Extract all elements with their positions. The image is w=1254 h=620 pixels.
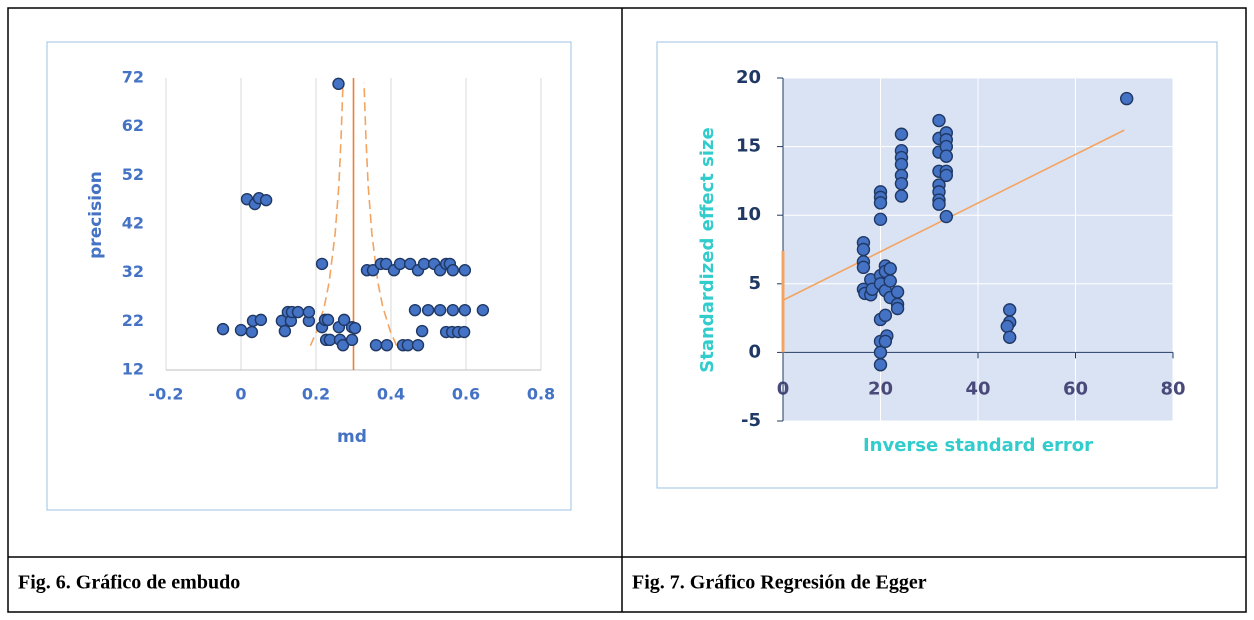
x-tick-label: 20 bbox=[868, 378, 893, 399]
point bbox=[401, 338, 415, 352]
chart-frame bbox=[46, 41, 572, 511]
y-axis-title: precision bbox=[86, 171, 106, 259]
point bbox=[939, 149, 954, 163]
x-tick-label: 80 bbox=[1160, 378, 1185, 399]
x-axis-title: md bbox=[337, 427, 367, 447]
point bbox=[1000, 319, 1014, 334]
point bbox=[446, 303, 460, 317]
point bbox=[873, 212, 888, 227]
y-tick-label: 22 bbox=[122, 311, 144, 330]
point bbox=[403, 257, 417, 271]
y-tick-label: 42 bbox=[122, 214, 144, 233]
point bbox=[856, 260, 871, 275]
point bbox=[421, 303, 435, 317]
point bbox=[417, 257, 431, 271]
x-tick-label: 0 bbox=[235, 385, 246, 404]
point bbox=[254, 313, 268, 327]
point bbox=[216, 322, 230, 336]
caption: Fig. 6. Gráfico de embudo bbox=[18, 572, 240, 594]
point bbox=[415, 324, 429, 338]
point bbox=[1002, 330, 1017, 345]
x-tick-label: -0.2 bbox=[149, 385, 184, 404]
point bbox=[894, 176, 909, 191]
point bbox=[332, 77, 345, 91]
y-tick-label: -5 bbox=[741, 410, 761, 431]
y-tick-label: 0 bbox=[748, 341, 761, 362]
point bbox=[894, 127, 909, 141]
point bbox=[380, 338, 394, 352]
point bbox=[890, 301, 905, 316]
point bbox=[291, 305, 305, 319]
point bbox=[337, 313, 351, 327]
y-tick-label: 62 bbox=[122, 116, 144, 135]
point bbox=[457, 325, 471, 339]
point bbox=[458, 303, 472, 317]
point bbox=[245, 325, 259, 339]
point bbox=[302, 305, 316, 319]
point bbox=[890, 285, 905, 299]
table-border bbox=[7, 7, 1247, 613]
point bbox=[883, 262, 897, 276]
point bbox=[315, 257, 329, 271]
y-tick-label: 10 bbox=[736, 204, 761, 225]
point bbox=[458, 264, 472, 277]
point bbox=[932, 197, 946, 211]
point bbox=[321, 313, 335, 327]
point bbox=[894, 189, 909, 203]
y-tick-label: 12 bbox=[122, 360, 144, 379]
point bbox=[393, 257, 407, 271]
x-tick-label: 0.8 bbox=[527, 385, 555, 404]
line bbox=[782, 129, 1125, 301]
point bbox=[878, 308, 893, 323]
point bbox=[446, 264, 460, 277]
y-tick-label: 72 bbox=[122, 68, 144, 87]
point bbox=[345, 333, 359, 347]
point bbox=[1002, 303, 1017, 317]
point bbox=[411, 338, 425, 352]
caption: Fig. 7. Gráfico Regresión de Egger bbox=[632, 572, 927, 594]
point bbox=[259, 193, 273, 207]
point bbox=[234, 323, 248, 337]
point bbox=[369, 338, 383, 352]
point bbox=[873, 358, 888, 372]
y-tick-label: 32 bbox=[122, 262, 144, 281]
point bbox=[873, 196, 888, 210]
point bbox=[348, 321, 362, 335]
x-tick-label: 60 bbox=[1063, 378, 1088, 399]
point bbox=[408, 303, 422, 317]
point bbox=[883, 274, 897, 288]
point bbox=[878, 334, 893, 349]
y-tick-label: 52 bbox=[122, 165, 144, 184]
point bbox=[1119, 91, 1134, 106]
x-tick-label: 40 bbox=[965, 378, 990, 399]
point bbox=[939, 209, 954, 224]
y-tick-label: 20 bbox=[736, 67, 761, 88]
x-tick-label: 0.2 bbox=[302, 385, 330, 404]
line bbox=[363, 82, 398, 346]
point bbox=[873, 345, 888, 360]
point bbox=[379, 257, 393, 271]
point bbox=[336, 338, 350, 352]
y-tick-label: 15 bbox=[736, 136, 761, 157]
point bbox=[433, 303, 447, 317]
x-tick-label: 0.4 bbox=[377, 385, 405, 404]
point bbox=[932, 113, 946, 128]
y-tick-label: 5 bbox=[748, 273, 761, 294]
point bbox=[476, 303, 490, 317]
x-tick-label: 0.6 bbox=[452, 385, 480, 404]
point bbox=[939, 168, 954, 183]
point bbox=[278, 324, 292, 338]
point bbox=[856, 242, 871, 257]
point bbox=[366, 264, 380, 277]
point bbox=[894, 157, 909, 172]
y-axis-title: Standardized effect size bbox=[697, 127, 718, 372]
point bbox=[323, 333, 337, 347]
x-axis-title: Inverse standard error bbox=[863, 435, 1093, 456]
